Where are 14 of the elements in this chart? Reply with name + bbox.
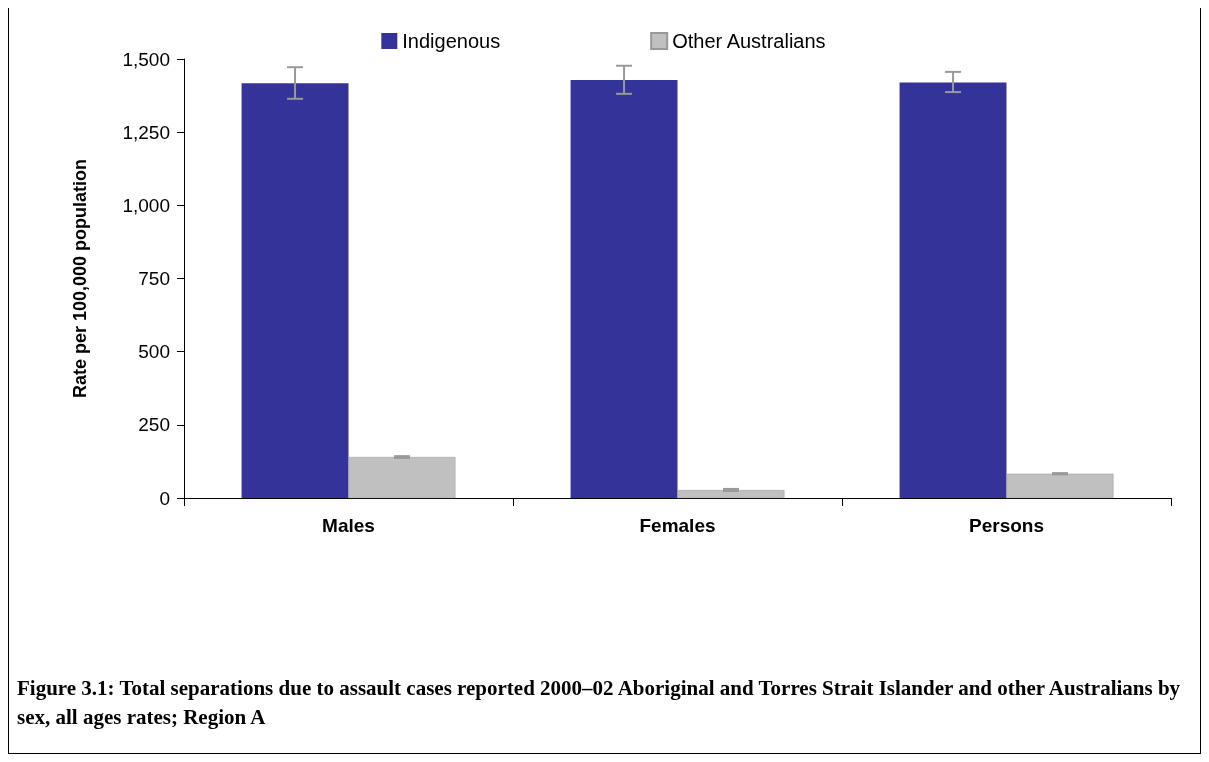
y-tick-label: 1,250	[122, 121, 170, 143]
y-tick-label: 750	[138, 268, 170, 289]
caption: Figure 3.1: Total separations due to assault cases reported 2000–02 Aboriginal and Torres Strait Islander and other Australians by sex, all ages rates; Region A	[17, 675, 1182, 731]
x-tick-label: Males	[322, 515, 375, 536]
x-tick-label: Persons	[969, 515, 1044, 536]
legend-label: Other Australians	[672, 30, 826, 52]
legend-label: Indigenous	[402, 30, 501, 52]
y-tick-label: 250	[138, 414, 170, 436]
y-tick-label: 1,000	[122, 194, 170, 216]
y-axis-title: Rate per 100,000 population	[70, 158, 90, 399]
y-tick-label: 500	[138, 341, 170, 363]
x-tick-label: Females	[639, 515, 716, 536]
y-tick-label: 0	[159, 487, 170, 509]
y-tick-label: 1,500	[122, 48, 170, 70]
